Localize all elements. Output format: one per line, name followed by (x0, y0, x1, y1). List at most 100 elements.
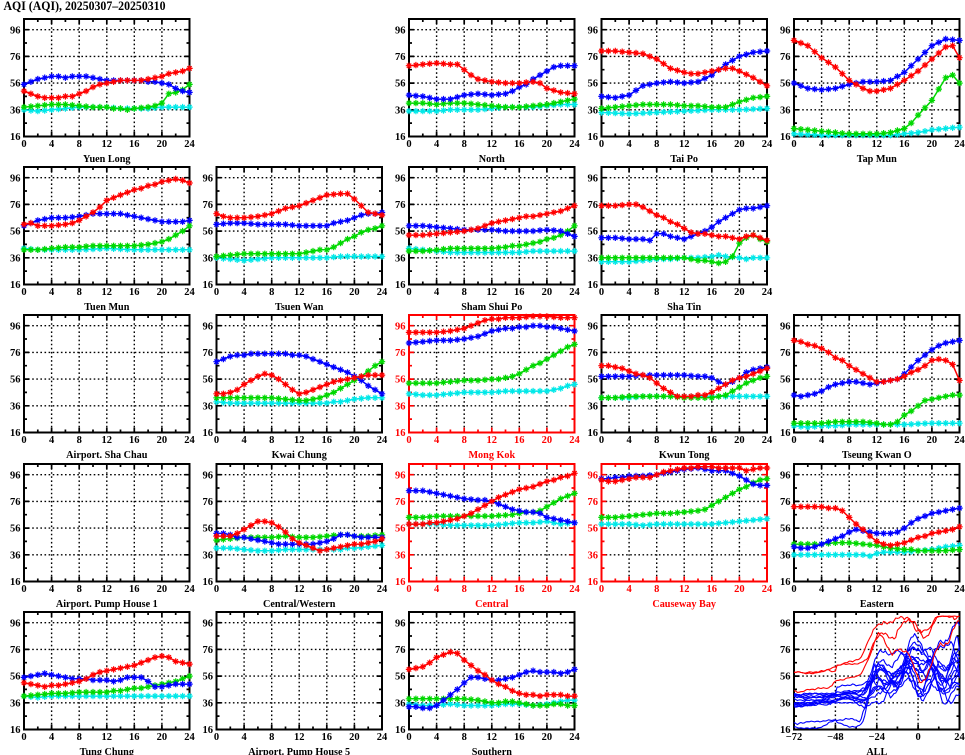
svg-text:36: 36 (10, 253, 21, 264)
svg-text:56: 56 (395, 672, 406, 683)
svg-text:4: 4 (626, 139, 632, 150)
svg-text:56: 56 (780, 375, 791, 386)
svg-text:Sha Tin: Sha Tin (667, 302, 701, 313)
svg-text:24: 24 (954, 732, 965, 743)
svg-text:12: 12 (102, 732, 113, 743)
svg-text:12: 12 (102, 287, 113, 298)
svg-text:16: 16 (203, 577, 214, 588)
svg-text:0: 0 (791, 435, 796, 446)
svg-text:36: 36 (10, 698, 21, 709)
svg-text:16: 16 (129, 584, 140, 595)
svg-text:20: 20 (157, 287, 168, 298)
svg-text:8: 8 (269, 287, 274, 298)
svg-text:8: 8 (654, 287, 659, 298)
svg-text:36: 36 (10, 401, 21, 412)
svg-text:12: 12 (679, 435, 690, 446)
svg-text:4: 4 (819, 584, 825, 595)
svg-text:96: 96 (780, 470, 791, 481)
svg-text:36: 36 (10, 550, 21, 561)
svg-text:56: 56 (203, 524, 214, 535)
svg-text:16: 16 (395, 577, 406, 588)
svg-text:16: 16 (129, 732, 140, 743)
svg-text:56: 56 (395, 79, 406, 90)
svg-text:12: 12 (487, 732, 498, 743)
svg-text:16: 16 (10, 280, 21, 291)
svg-text:36: 36 (203, 401, 214, 412)
svg-text:20: 20 (927, 139, 938, 150)
svg-text:16: 16 (10, 725, 21, 736)
svg-text:36: 36 (780, 401, 791, 412)
svg-text:Eastern: Eastern (860, 599, 894, 610)
svg-text:4: 4 (434, 287, 440, 298)
svg-text:56: 56 (395, 227, 406, 238)
svg-text:8: 8 (654, 435, 659, 446)
svg-text:24: 24 (762, 287, 773, 298)
svg-text:4: 4 (49, 287, 55, 298)
svg-text:12: 12 (487, 584, 498, 595)
svg-text:12: 12 (679, 287, 690, 298)
svg-text:16: 16 (514, 139, 525, 150)
svg-text:AQI (AQI), 20250307–20250310: AQI (AQI), 20250307–20250310 (4, 0, 166, 13)
svg-text:4: 4 (819, 139, 825, 150)
svg-text:0: 0 (21, 435, 26, 446)
svg-text:24: 24 (184, 435, 195, 446)
svg-text:76: 76 (588, 52, 599, 63)
svg-text:36: 36 (780, 550, 791, 561)
svg-text:12: 12 (294, 584, 305, 595)
svg-text:56: 56 (203, 672, 214, 683)
svg-text:0: 0 (406, 584, 411, 595)
svg-text:Central: Central (475, 599, 509, 610)
svg-text:96: 96 (10, 321, 21, 332)
svg-text:4: 4 (49, 732, 55, 743)
svg-text:8: 8 (77, 732, 82, 743)
svg-text:24: 24 (569, 287, 580, 298)
svg-text:4: 4 (241, 287, 247, 298)
svg-text:16: 16 (780, 725, 791, 736)
svg-text:8: 8 (462, 732, 467, 743)
svg-text:4: 4 (434, 139, 440, 150)
svg-text:20: 20 (157, 732, 168, 743)
svg-text:76: 76 (203, 645, 214, 656)
svg-text:16: 16 (129, 139, 140, 150)
svg-text:8: 8 (77, 584, 82, 595)
svg-text:24: 24 (184, 139, 195, 150)
svg-text:Tai Po: Tai Po (670, 154, 698, 165)
svg-text:24: 24 (377, 287, 388, 298)
svg-text:20: 20 (542, 435, 553, 446)
svg-text:0: 0 (599, 287, 604, 298)
svg-text:8: 8 (462, 139, 467, 150)
svg-text:20: 20 (349, 584, 360, 595)
svg-text:20: 20 (542, 139, 553, 150)
svg-text:20: 20 (927, 435, 938, 446)
svg-text:0: 0 (406, 732, 411, 743)
svg-text:96: 96 (395, 173, 406, 184)
svg-text:24: 24 (762, 435, 773, 446)
svg-text:4: 4 (49, 435, 55, 446)
svg-text:Sham Shui Po: Sham Shui Po (461, 302, 522, 313)
svg-text:Tsuen Wan: Tsuen Wan (275, 302, 324, 313)
svg-text:8: 8 (654, 139, 659, 150)
svg-text:16: 16 (899, 435, 910, 446)
svg-text:12: 12 (102, 584, 113, 595)
svg-text:24: 24 (377, 435, 388, 446)
svg-text:76: 76 (10, 348, 21, 359)
svg-text:96: 96 (395, 25, 406, 36)
svg-text:0: 0 (599, 584, 604, 595)
svg-text:24: 24 (377, 584, 388, 595)
svg-text:56: 56 (395, 524, 406, 535)
svg-text:4: 4 (241, 732, 247, 743)
svg-text:20: 20 (542, 287, 553, 298)
svg-text:8: 8 (847, 435, 852, 446)
svg-text:0: 0 (406, 287, 411, 298)
svg-text:16: 16 (707, 584, 718, 595)
svg-text:56: 56 (203, 375, 214, 386)
svg-text:16: 16 (10, 577, 21, 588)
svg-text:20: 20 (349, 287, 360, 298)
svg-text:4: 4 (49, 139, 55, 150)
svg-text:36: 36 (780, 105, 791, 116)
svg-text:56: 56 (588, 227, 599, 238)
svg-text:Yuen Long: Yuen Long (83, 154, 130, 165)
svg-text:ALL: ALL (866, 747, 887, 755)
svg-text:96: 96 (780, 321, 791, 332)
svg-text:−24: −24 (869, 732, 886, 743)
